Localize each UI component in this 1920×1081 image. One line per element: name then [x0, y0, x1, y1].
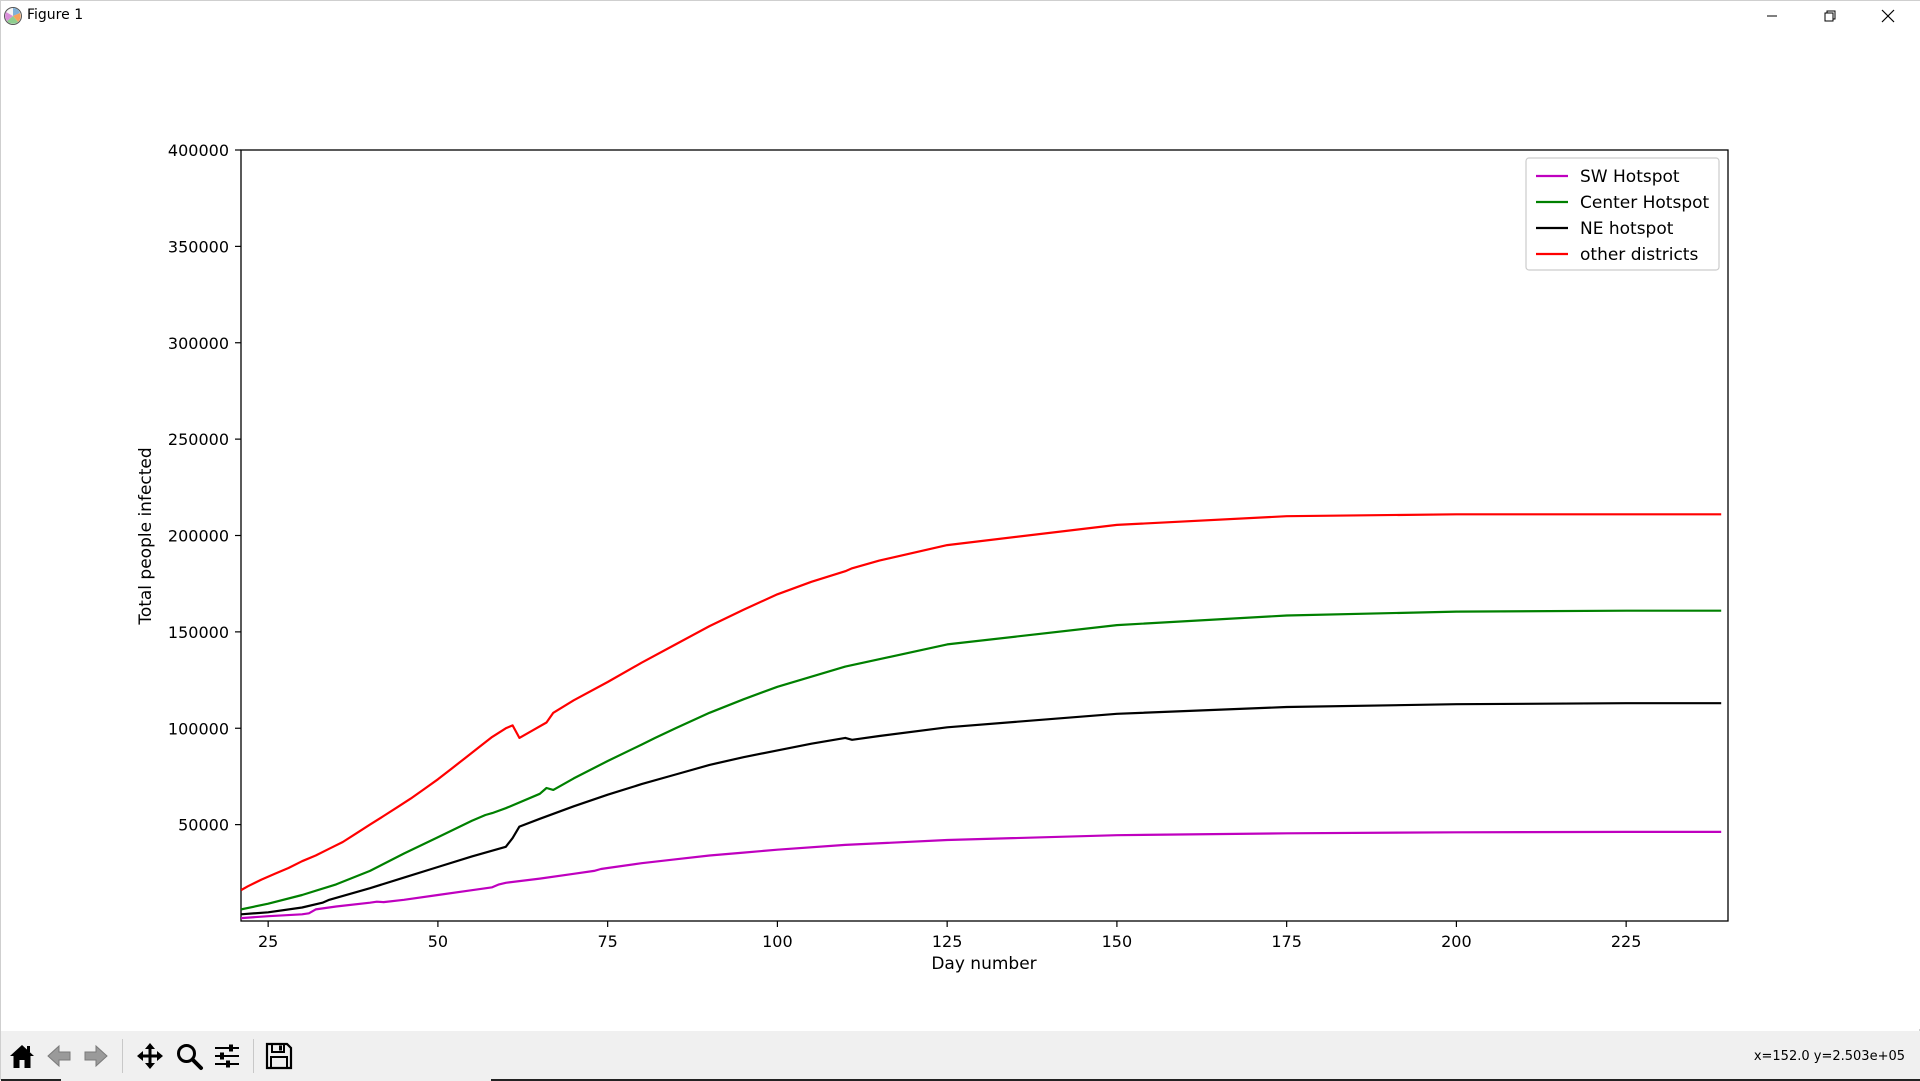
arrow-left-icon	[47, 1044, 71, 1068]
x-tick-label: 125	[932, 932, 963, 951]
x-tick-label: 50	[428, 932, 448, 951]
series-line-center-hotspot	[241, 609, 1722, 911]
x-tick-label: 175	[1271, 932, 1302, 951]
y-axis-label: Total people infected	[136, 447, 156, 625]
home-icon	[10, 1045, 34, 1068]
sliders-icon	[215, 1044, 239, 1068]
x-tick-label: 100	[762, 932, 793, 951]
series-line-other-districts	[241, 513, 1722, 892]
plot-area[interactable]	[240, 149, 1729, 922]
magnifier-icon	[177, 1044, 203, 1070]
title-bar[interactable]: Figure 1	[1, 1, 1920, 31]
legend-label: other districts	[1580, 245, 1698, 265]
series-line-ne-hotspot	[241, 702, 1722, 916]
x-tick-label: 75	[597, 932, 617, 951]
window-title: Figure 1	[27, 7, 84, 23]
legend-label: SW Hotspot	[1580, 167, 1680, 187]
matplotlib-logo-icon	[4, 7, 22, 25]
home-button[interactable]	[4, 1038, 40, 1074]
toolbar-separator	[253, 1039, 254, 1073]
legend-box	[1525, 157, 1720, 271]
arrow-right-icon	[84, 1044, 108, 1068]
configure-subplots-button[interactable]	[209, 1038, 245, 1074]
x-tick-label: 200	[1441, 932, 1472, 951]
floppy-disk-icon	[265, 1042, 293, 1070]
minimize-button[interactable]	[1743, 1, 1801, 31]
y-tick-label: 350000	[168, 237, 229, 256]
x-tick-label: 150	[1102, 932, 1133, 951]
y-tick-label: 150000	[168, 623, 229, 642]
restore-icon	[1824, 10, 1836, 22]
back-button[interactable]	[41, 1038, 77, 1074]
y-tick-label: 50000	[178, 816, 229, 835]
y-tick-label: 250000	[168, 430, 229, 449]
x-tick-label: 225	[1611, 932, 1642, 951]
toolbar-separator	[122, 1039, 123, 1073]
restore-button[interactable]	[1801, 1, 1859, 31]
series-line-sw-hotspot	[241, 830, 1722, 920]
y-tick-label: 300000	[168, 334, 229, 353]
save-button[interactable]	[261, 1038, 297, 1074]
close-button[interactable]	[1859, 1, 1917, 31]
legend-label: Center Hotspot	[1580, 193, 1710, 213]
figure-canvas[interactable]: 25 50 75 100 125 150 175 200 225 50000 100000 15000…	[1, 31, 1920, 1029]
cursor-coordinates: x=152.0 y=2.503e+05	[1753, 1049, 1905, 1064]
minimize-icon	[1767, 15, 1777, 17]
x-axis-label: Day number	[931, 954, 1036, 974]
y-tick-label: 200000	[168, 527, 229, 546]
x-tick-label: 25	[258, 932, 278, 951]
legend: SW Hotspot Center Hotspot NE hotspot other …	[1525, 157, 1720, 271]
forward-button[interactable]	[78, 1038, 114, 1074]
line-chart[interactable]: 25 50 75 100 125 150 175 200 225 50000 100000 15000…	[1, 31, 1920, 1029]
y-tick-label: 100000	[168, 719, 229, 738]
zoom-button[interactable]	[171, 1038, 207, 1074]
y-tick-label: 400000	[168, 141, 229, 160]
navigation-toolbar: x=152.0 y=2.503e+05	[1, 1031, 1920, 1081]
pan-button[interactable]	[132, 1038, 168, 1074]
close-icon	[1881, 9, 1895, 23]
move-icon	[137, 1043, 163, 1069]
legend-label: NE hotspot	[1580, 219, 1674, 239]
